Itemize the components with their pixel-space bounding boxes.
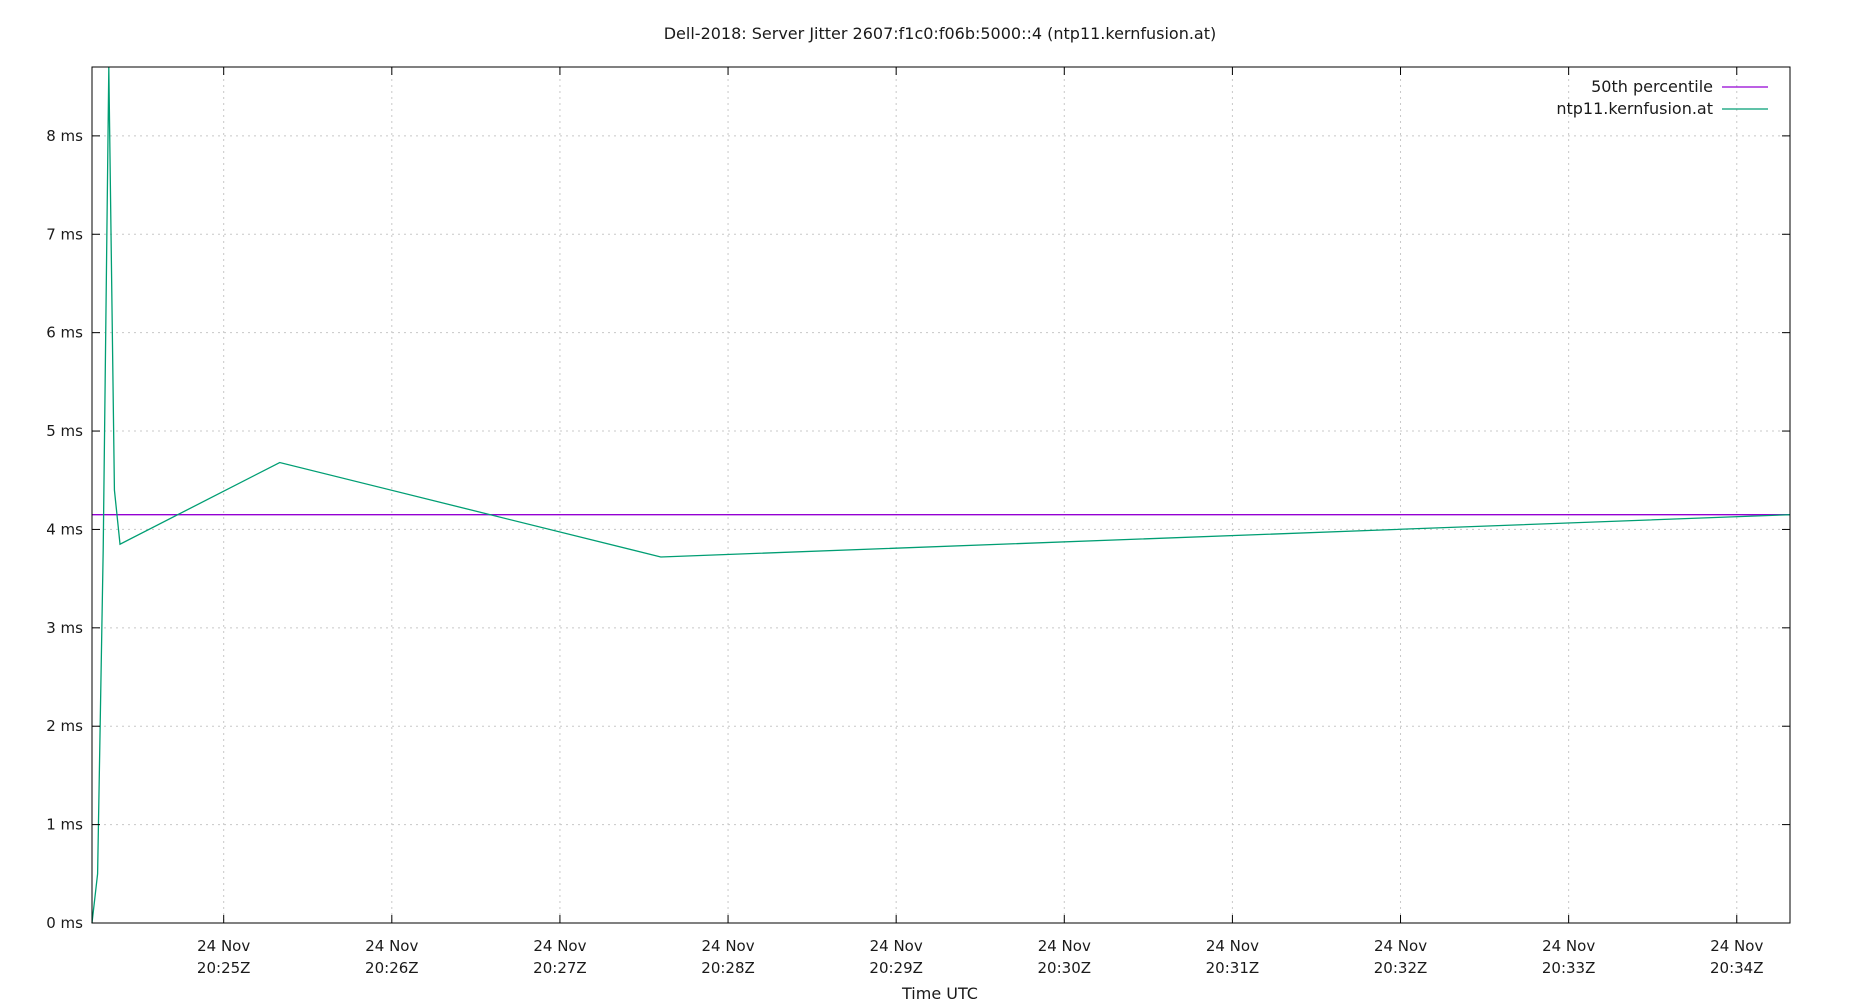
- x-tick-date-label: 24 Nov: [1038, 937, 1091, 955]
- y-tick-label: 1 ms: [46, 816, 83, 834]
- series-line-1: [91, 66, 1791, 924]
- x-tick-date-label: 24 Nov: [1374, 937, 1427, 955]
- x-tick-time-label: 20:30Z: [1038, 959, 1092, 977]
- x-tick-time-label: 20:33Z: [1542, 959, 1596, 977]
- x-tick-date-label: 24 Nov: [1206, 937, 1259, 955]
- chart-title: Dell-2018: Server Jitter 2607:f1c0:f06b:…: [664, 24, 1217, 43]
- x-tick-time-label: 20:28Z: [701, 959, 755, 977]
- legend-label: ntp11.kernfusion.at: [1556, 99, 1713, 118]
- y-tick-label: 8 ms: [46, 127, 83, 145]
- x-tick-time-label: 20:34Z: [1710, 959, 1764, 977]
- x-tick-time-label: 20:25Z: [197, 959, 251, 977]
- x-tick-date-label: 24 Nov: [1542, 937, 1595, 955]
- y-tick-label: 5 ms: [46, 422, 83, 440]
- plot-frame: [91, 66, 1791, 924]
- x-tick-time-label: 20:31Z: [1206, 959, 1260, 977]
- legend-label: 50th percentile: [1591, 77, 1713, 96]
- y-tick-label: 2 ms: [46, 717, 83, 735]
- y-tick-label: 0 ms: [46, 914, 83, 932]
- x-tick-time-label: 20:29Z: [869, 959, 923, 977]
- ticks-layer: 0 ms 1 ms 2 ms 3 ms 4 ms 5 ms 6 ms 7 ms 8 ms 24 N…: [46, 67, 1790, 977]
- x-tick-date-label: 24 Nov: [1710, 937, 1763, 955]
- series-layer: [91, 66, 1791, 924]
- grid-layer: [92, 67, 1790, 923]
- x-tick-time-label: 20:32Z: [1374, 959, 1428, 977]
- y-tick-label: 3 ms: [46, 619, 83, 637]
- y-tick-label: 7 ms: [46, 225, 83, 243]
- x-tick-date-label: 24 Nov: [701, 937, 754, 955]
- x-tick-time-label: 20:27Z: [533, 959, 587, 977]
- x-tick-date-label: 24 Nov: [870, 937, 923, 955]
- y-tick-label: 4 ms: [46, 520, 83, 538]
- y-tick-label: 6 ms: [46, 324, 83, 342]
- x-tick-time-label: 20:26Z: [365, 959, 419, 977]
- x-tick-date-label: 24 Nov: [197, 937, 250, 955]
- x-axis-label: Time UTC: [901, 984, 978, 1000]
- x-tick-date-label: 24 Nov: [533, 937, 586, 955]
- x-tick-date-label: 24 Nov: [365, 937, 418, 955]
- legend: 50th percentile ntp11.kernfusion.at: [1556, 77, 1768, 118]
